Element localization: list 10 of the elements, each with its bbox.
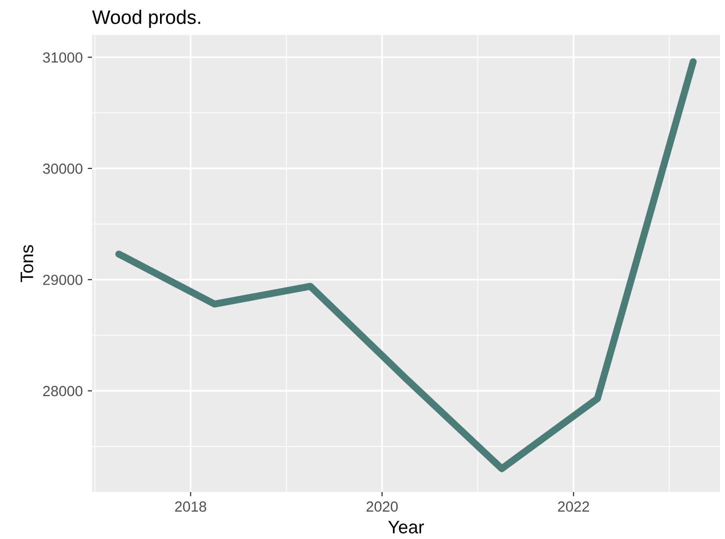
- y-axis-title: Tons: [20, 245, 34, 282]
- y-tick-label: 28000: [43, 386, 82, 396]
- y-tick-label: 30000: [42, 164, 82, 174]
- x-axis-title: Year: [388, 520, 424, 534]
- x-tick-label: 2022: [558, 501, 590, 512]
- chart-title: Wood prods.: [92, 10, 200, 28]
- x-tick-label: 2020: [366, 501, 398, 512]
- y-tick-label: 31000: [42, 52, 82, 63]
- x-tick-label: 2018: [175, 501, 206, 512]
- y-tick-label: 29000: [43, 274, 82, 286]
